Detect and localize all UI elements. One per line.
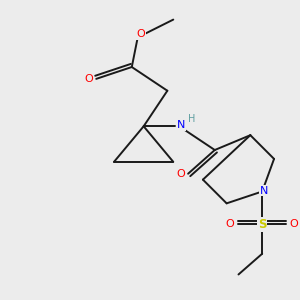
Text: O: O — [176, 169, 185, 179]
Text: N: N — [176, 120, 185, 130]
Text: O: O — [226, 219, 235, 229]
Text: S: S — [258, 218, 266, 231]
Text: O: O — [84, 74, 93, 84]
Text: O: O — [136, 29, 145, 39]
Text: H: H — [188, 114, 195, 124]
Text: O: O — [290, 219, 298, 229]
Text: N: N — [260, 186, 268, 196]
